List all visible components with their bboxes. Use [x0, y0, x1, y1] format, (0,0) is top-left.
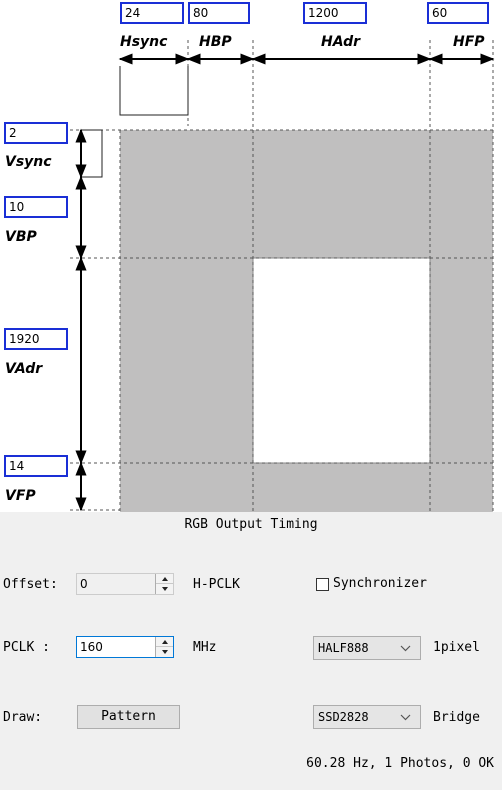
format-suffix: 1pixel: [433, 640, 480, 655]
offset-unit: H-PCLK: [193, 577, 240, 592]
offset-label: Offset:: [3, 577, 58, 592]
bridge-select[interactable]: SSD2828: [313, 705, 421, 729]
pattern-button[interactable]: Pattern: [77, 705, 180, 729]
hsync-pulse: [119, 66, 189, 116]
pclk-spinbox[interactable]: [76, 636, 174, 658]
pclk-label: PCLK :: [3, 640, 50, 655]
hadr-label: HAdr: [321, 34, 361, 50]
chevron-down-icon: [398, 706, 412, 728]
status-text: 60.28 Hz, 1 Photos, 0 OK: [306, 756, 494, 771]
timing-diagram-graphics: [70, 40, 495, 512]
hfp-value[interactable]: 60: [427, 2, 489, 24]
format-select-value: HALF888: [318, 641, 369, 655]
hsync-label: Hsync: [120, 34, 168, 50]
vbp-value[interactable]: 10: [4, 196, 68, 218]
pclk-input[interactable]: [77, 637, 158, 657]
bridge-suffix: Bridge: [433, 710, 480, 725]
offset-spin-up[interactable]: [156, 574, 173, 584]
vfp-label: VFP: [5, 488, 36, 504]
pclk-unit: MHz: [193, 640, 217, 655]
vsync-label: Vsync: [5, 154, 52, 170]
offset-spinbox[interactable]: [76, 573, 174, 595]
vadr-value[interactable]: 1920: [4, 328, 68, 350]
triangle-up-icon: [161, 576, 168, 581]
offset-spin-down[interactable]: [156, 584, 173, 594]
guide-lines: [70, 40, 494, 512]
vbp-label: VBP: [5, 229, 37, 245]
bridge-select-value: SSD2828: [318, 710, 369, 724]
pclk-spin-down[interactable]: [156, 647, 173, 657]
timing-diagram: 24 80 1200 60 Hsync HBP HAdr HFP 2 10 19…: [0, 0, 502, 512]
triangle-down-icon: [161, 587, 168, 591]
hsync-value[interactable]: 24: [120, 2, 184, 24]
draw-label: Draw:: [3, 710, 43, 725]
pclk-spin-buttons[interactable]: [155, 637, 173, 657]
hfp-label: HFP: [453, 34, 485, 50]
vadr-label: VAdr: [5, 361, 43, 377]
active-area: [252, 257, 431, 464]
hadr-value[interactable]: 1200: [303, 2, 367, 24]
hbp-label: HBP: [199, 34, 232, 50]
hbp-value[interactable]: 80: [188, 2, 250, 24]
pclk-spin-up[interactable]: [156, 637, 173, 647]
vfp-value[interactable]: 14: [4, 455, 68, 477]
offset-input[interactable]: [77, 574, 158, 594]
chevron-down-icon: [398, 637, 412, 659]
diagram-title: RGB Output Timing: [184, 517, 318, 532]
synchronizer-label[interactable]: Synchronizer: [333, 576, 427, 591]
synchronizer-checkbox[interactable]: [316, 578, 329, 591]
vsync-value[interactable]: 2: [4, 122, 68, 144]
offset-spin-buttons[interactable]: [155, 574, 173, 594]
vsync-pulse: [81, 129, 103, 178]
triangle-up-icon: [161, 639, 168, 644]
triangle-down-icon: [161, 650, 168, 654]
format-select[interactable]: HALF888: [313, 636, 421, 660]
